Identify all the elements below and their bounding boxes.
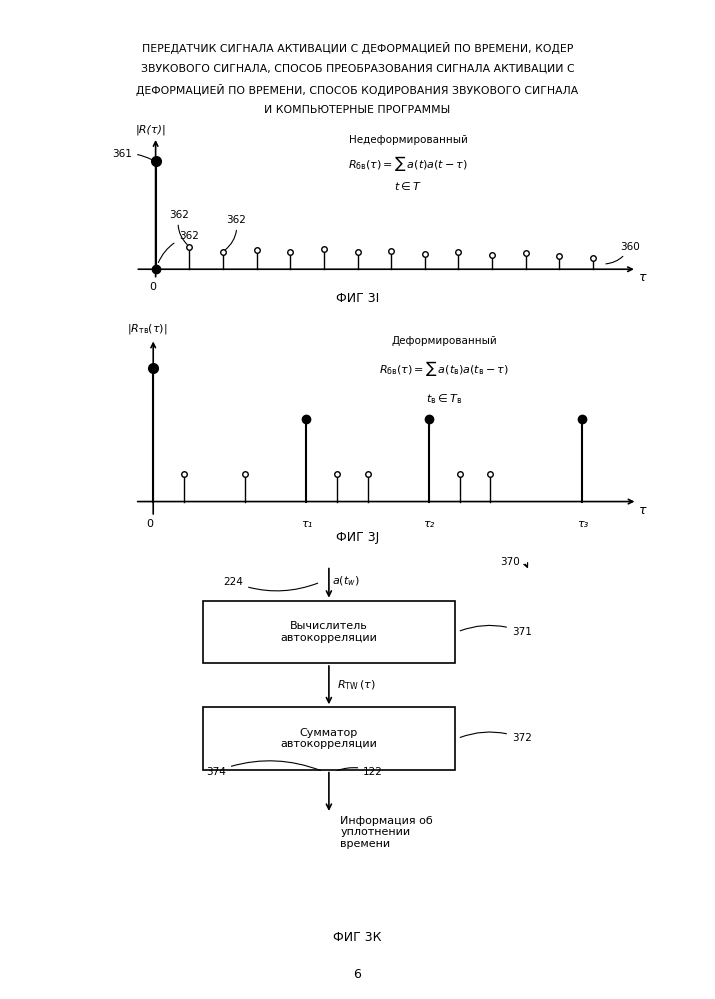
Text: τ₃: τ₃ (576, 519, 588, 529)
Text: ПЕРЕДАТЧИК СИГНАЛА АКТИВАЦИИ С ДЕФОРМАЦИЕЙ ПО ВРЕМЕНИ, КОДЕР: ПЕРЕДАТЧИК СИГНАЛА АКТИВАЦИИ С ДЕФОРМАЦИ… (142, 42, 573, 54)
Text: $R_{\rm бв}(\tau)=\sum\,a(t_{\rm в})a(t_{\rm в}-\tau)$: $R_{\rm бв}(\tau)=\sum\,a(t_{\rm в})a(t_… (380, 359, 509, 378)
Text: $R_{\rm бв}(\tau)=\sum\,a(t)a(t-\tau)$: $R_{\rm бв}(\tau)=\sum\,a(t)a(t-\tau)$ (348, 154, 468, 173)
Text: 224: 224 (223, 577, 317, 590)
Text: $t\in T$: $t\in T$ (394, 181, 422, 193)
Text: $R_{\rm TW}\,(\tau)$: $R_{\rm TW}\,(\tau)$ (337, 678, 376, 692)
Text: 370: 370 (500, 557, 528, 567)
Text: 122: 122 (337, 766, 383, 776)
Text: ЗВУКОВОГО СИГНАЛА, СПОСОБ ПРЕОБРАЗОВАНИЯ СИГНАЛА АКТИВАЦИИ С: ЗВУКОВОГО СИГНАЛА, СПОСОБ ПРЕОБРАЗОВАНИЯ… (141, 63, 574, 73)
Text: Сумматор
автокорреляции: Сумматор автокорреляции (280, 727, 378, 749)
Text: τ₂: τ₂ (423, 519, 435, 529)
Text: Информация об
уплотнении
времени: Информация об уплотнении времени (340, 815, 433, 849)
Text: 360: 360 (606, 242, 640, 264)
Text: τ₁: τ₁ (301, 519, 312, 529)
Text: τ: τ (638, 272, 646, 285)
Text: 0: 0 (149, 282, 156, 292)
Text: И КОМПЬЮТЕРНЫЕ ПРОГРАММЫ: И КОМПЬЮТЕРНЫЕ ПРОГРАММЫ (265, 105, 450, 115)
Text: 362: 362 (169, 210, 189, 245)
Text: 0: 0 (147, 519, 154, 529)
Text: τ: τ (639, 504, 646, 517)
Text: ФИГ 3J: ФИГ 3J (336, 531, 379, 544)
Text: |R(τ)|: |R(τ)| (135, 125, 166, 135)
Text: $a(t_w)$: $a(t_w)$ (332, 574, 360, 588)
Text: $t_{\rm в}\in T_{\rm в}$: $t_{\rm в}\in T_{\rm в}$ (426, 392, 463, 406)
Text: ФИГ 3I: ФИГ 3I (336, 292, 379, 305)
Text: 6: 6 (353, 968, 362, 981)
Text: 362: 362 (158, 231, 199, 263)
Text: Недеформированный: Недеформированный (348, 135, 468, 145)
Text: 374: 374 (206, 761, 320, 776)
Bar (203, 600, 455, 663)
Text: Вычислитель
автокорреляции: Вычислитель автокорреляции (280, 621, 378, 642)
Bar (203, 707, 455, 769)
Text: 362: 362 (225, 215, 246, 250)
Text: $|R_{\rm тв}(\tau)|$: $|R_{\rm тв}(\tau)|$ (127, 322, 167, 336)
Text: Деформированный: Деформированный (391, 336, 497, 346)
Text: ФИГ 3К: ФИГ 3К (333, 931, 382, 944)
Text: 361: 361 (112, 149, 152, 160)
Text: 372: 372 (460, 732, 532, 743)
Text: ДЕФОРМАЦИЕЙ ПО ВРЕМЕНИ, СПОСОБ КОДИРОВАНИЯ ЗВУКОВОГО СИГНАЛА: ДЕФОРМАЦИЕЙ ПО ВРЕМЕНИ, СПОСОБ КОДИРОВАН… (137, 84, 578, 96)
Text: 371: 371 (460, 625, 532, 636)
